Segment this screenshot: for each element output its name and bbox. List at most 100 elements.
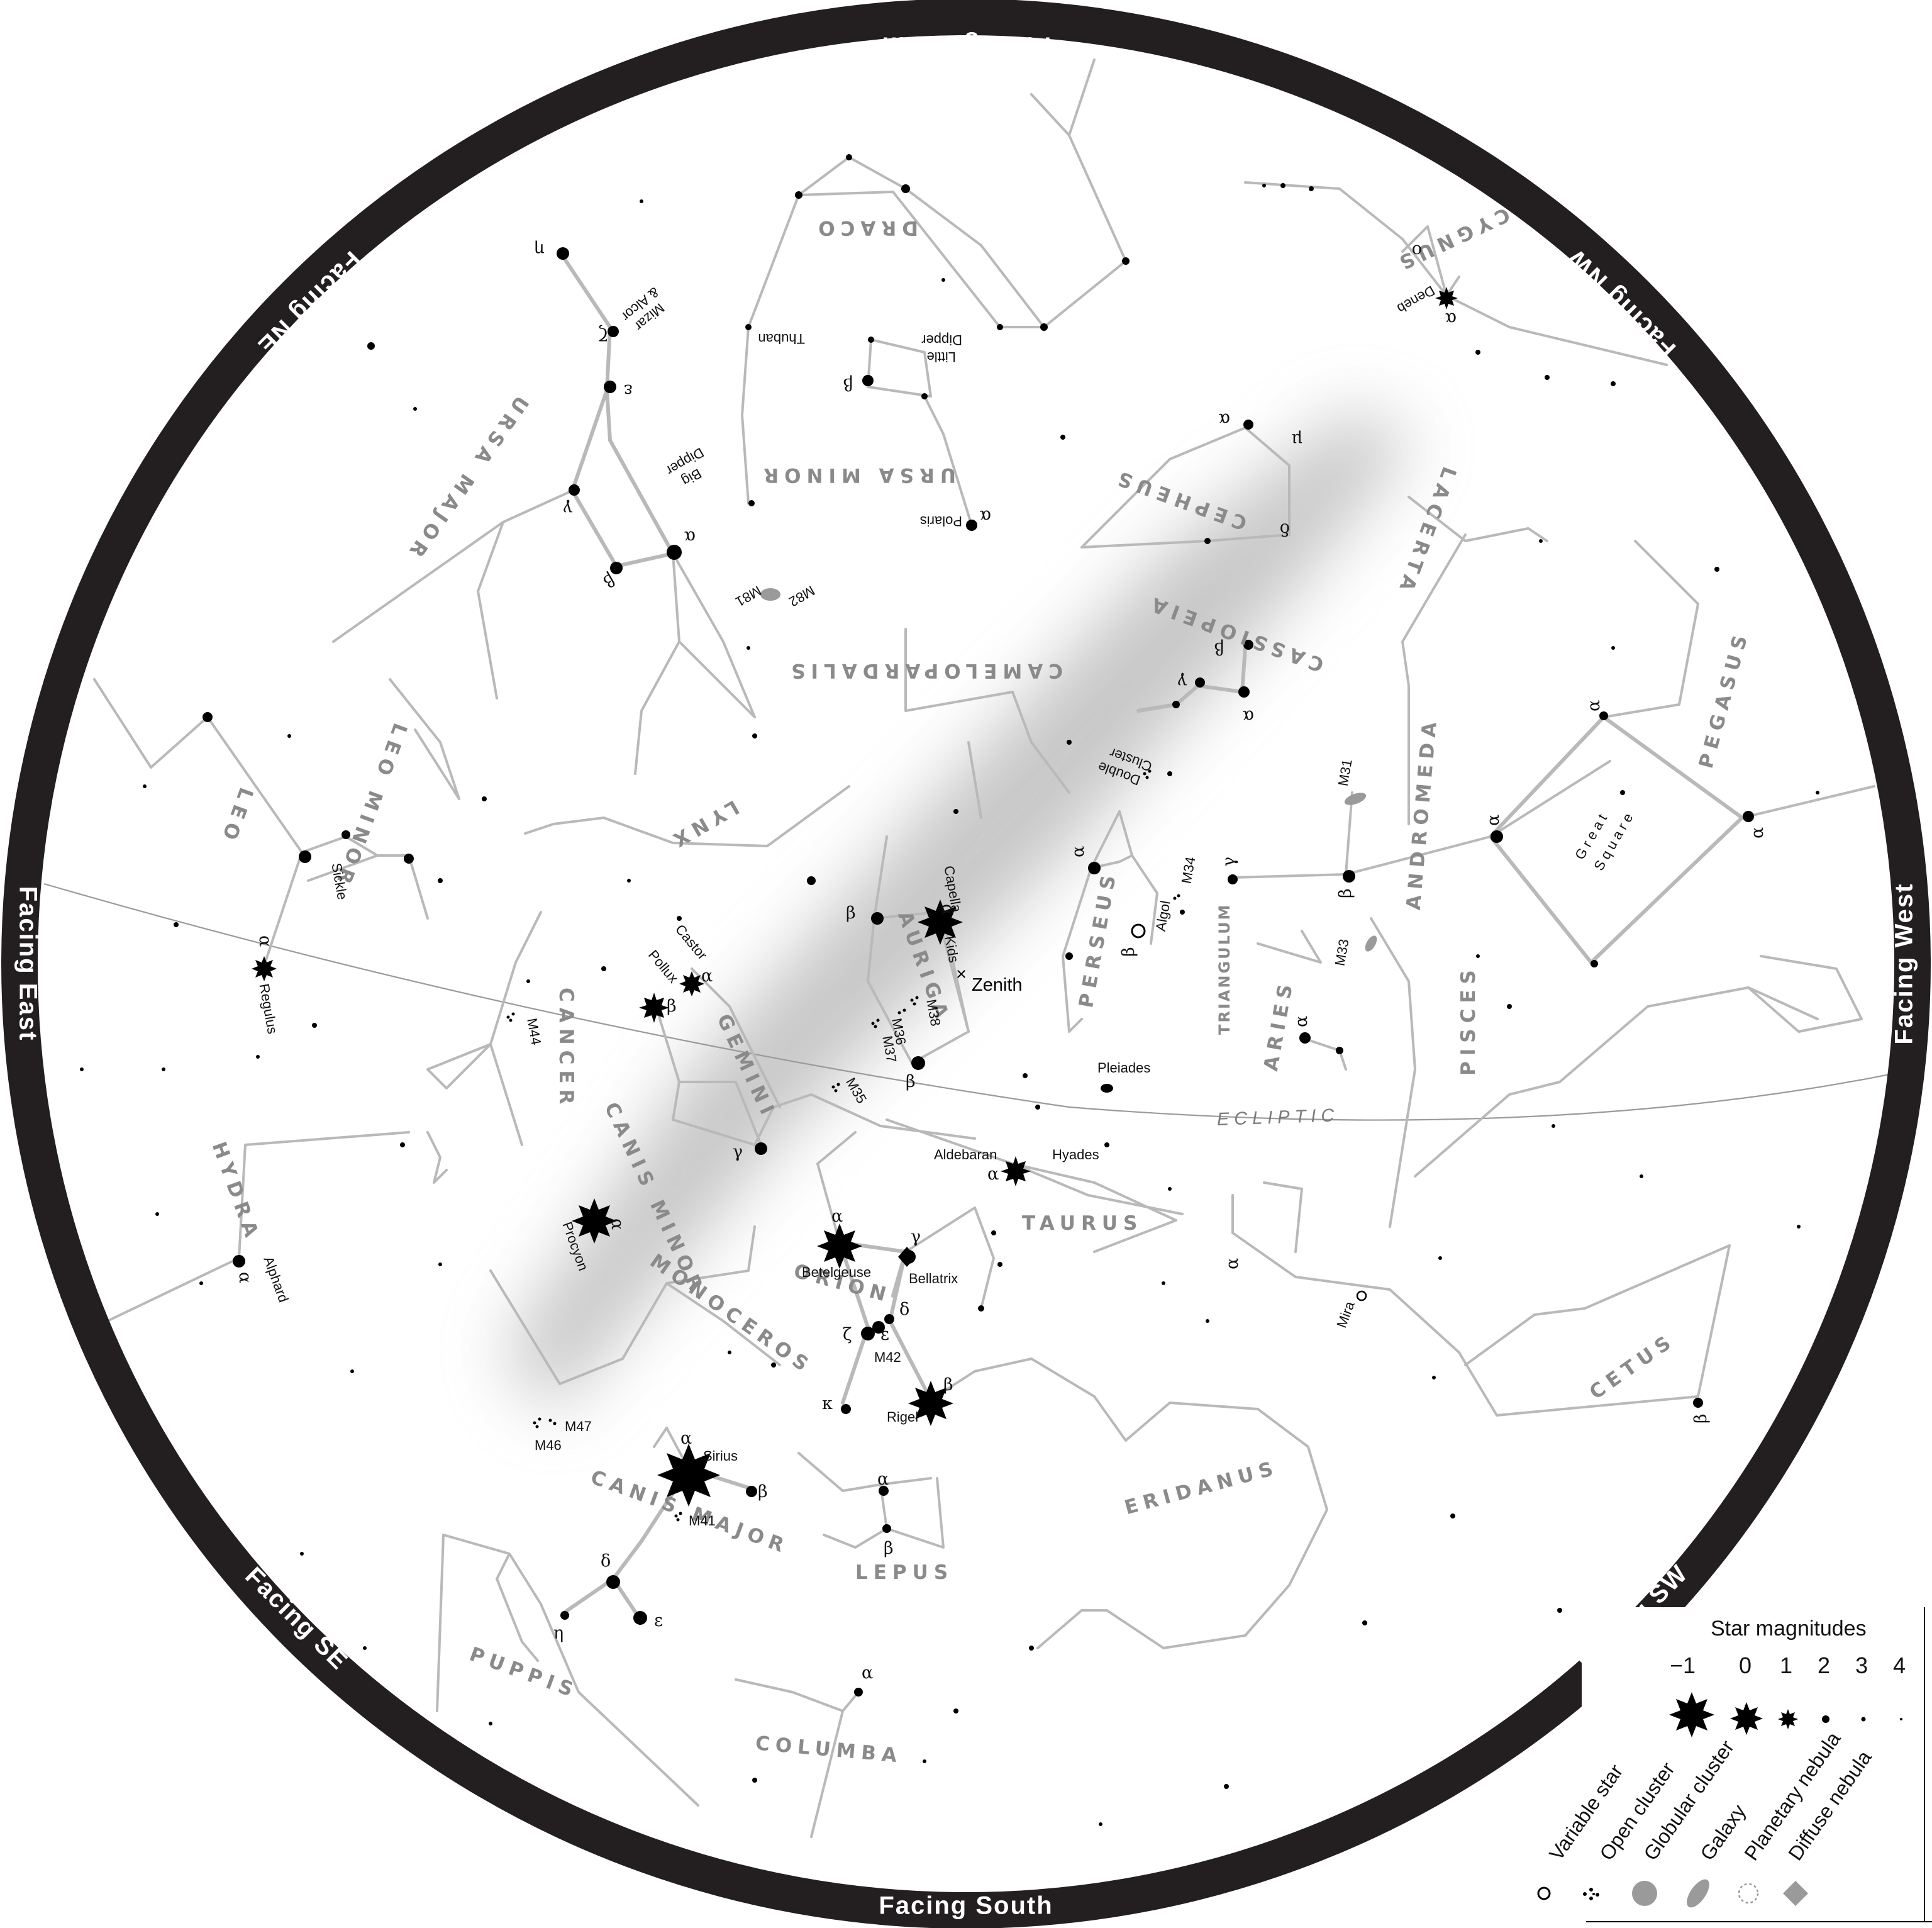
facing-south: Facing South (879, 1892, 1053, 1920)
rigel-star (908, 1381, 953, 1426)
svg-text:β: β (667, 996, 677, 1016)
greek-letters: η ζ ε γ β α β α α μ δ β γ α ο α α α α γ … (235, 240, 1767, 1683)
legend-magnitude-numbers: −1 0 1 2 3 4 (1670, 1652, 1906, 1678)
rigel-label: Rigel (887, 1409, 918, 1425)
galaxy-icon (1687, 1879, 1709, 1908)
svg-text:Dipper: Dipper (921, 332, 962, 348)
m46-label: M46 (535, 1437, 562, 1453)
zenith-label: Zenith (972, 975, 1023, 995)
m41-label: M41 (689, 1513, 716, 1529)
svg-text:α: α (1445, 309, 1457, 328)
svg-text:α: α (680, 1429, 692, 1448)
svg-text:γ: γ (563, 499, 573, 518)
mag-2-icon (1822, 1715, 1829, 1723)
mag-3-icon (1861, 1717, 1866, 1722)
svg-text:α: α (1223, 1258, 1242, 1269)
facing-west: Facing West (1890, 883, 1918, 1045)
svg-text:ζ: ζ (598, 324, 608, 343)
svg-text:η: η (553, 1624, 564, 1643)
stars (80, 154, 1819, 1876)
svg-text:ε: ε (654, 1611, 663, 1630)
mag-4-icon (1900, 1718, 1902, 1720)
ecliptic-label: ECLIPTIC (1216, 1105, 1340, 1130)
capella-star (918, 900, 963, 945)
algol-variable (1131, 923, 1146, 939)
svg-text:α: α (980, 506, 991, 526)
svg-text:−1: −1 (1670, 1652, 1696, 1678)
aldebaran-star (1001, 1156, 1031, 1186)
svg-text:α: α (987, 1164, 999, 1184)
svg-text:ε: ε (624, 381, 633, 400)
label-camelopardalis: CAMELOPARDALIS (786, 659, 1063, 682)
castor-star (679, 971, 704, 996)
svg-text:β: β (843, 374, 853, 394)
svg-text:β: β (1119, 947, 1138, 957)
legend: Star magnitudes −1 0 1 2 3 4 Variable st… (1537, 1607, 1932, 1928)
svg-text:α: α (608, 1218, 627, 1230)
label-cancer: CANCER (555, 988, 577, 1110)
svg-text:α: α (831, 1206, 843, 1226)
svg-text:β: β (1691, 1413, 1711, 1424)
variable-star-icon (1537, 1886, 1551, 1900)
regulus-star (252, 956, 277, 981)
ecliptic-line (43, 883, 1896, 1121)
svg-text:β: β (1214, 638, 1224, 658)
label-draco: DRACO (813, 216, 918, 239)
pleiades-cluster (1101, 1084, 1113, 1093)
svg-text:β: β (906, 1072, 916, 1091)
label-lepus: LEPUS (855, 1561, 953, 1584)
svg-text:α: α (1292, 1016, 1311, 1027)
svg-text:γ: γ (733, 1142, 743, 1162)
procyon-star (572, 1198, 617, 1244)
svg-text:α: α (1243, 706, 1254, 726)
legend-title: Star magnitudes (1711, 1617, 1867, 1641)
svg-text:α: α (235, 1272, 255, 1283)
mira-variable (1356, 1290, 1367, 1301)
svg-text:ε: ε (880, 1325, 889, 1344)
svg-text:α: α (1069, 846, 1088, 857)
svg-text:β: β (1336, 888, 1355, 898)
facing-east: Facing East (14, 886, 42, 1042)
globular-cluster-icon (1632, 1881, 1657, 1906)
legend-magnitude-symbols (1669, 1692, 1902, 1737)
svg-text:α: α (938, 904, 957, 915)
hyades-label: Hyades (1052, 1147, 1099, 1162)
svg-text:μ: μ (1291, 430, 1302, 449)
svg-text:ο: ο (1412, 241, 1422, 260)
label-ursa-minor: URSA MINOR (758, 464, 956, 486)
svg-text:κ: κ (822, 1394, 833, 1413)
zenith-marker: × (956, 964, 967, 984)
svg-text:β: β (758, 1482, 768, 1502)
label-pisces: PISCES (1457, 964, 1480, 1076)
facing-north: Facing North (881, 31, 1052, 59)
deneb-star (1435, 287, 1458, 309)
svg-text:4: 4 (1893, 1652, 1906, 1678)
open-cluster-icon (1583, 1888, 1599, 1900)
svg-text:γ: γ (1219, 857, 1239, 867)
svg-text:1: 1 (1780, 1652, 1792, 1678)
mag-0-icon (1730, 1702, 1763, 1735)
bright-stars (252, 287, 1458, 1507)
planetary-nebula-icon (1738, 1883, 1759, 1904)
svg-text:η: η (535, 240, 545, 259)
sirius-star (657, 1444, 720, 1507)
m31-galaxy (1344, 793, 1367, 805)
svg-text:α: α (1584, 700, 1604, 711)
diffuse-nebula-icon (1783, 1881, 1808, 1906)
svg-text:α: α (684, 527, 696, 547)
svg-text:α: α (1219, 410, 1230, 429)
legend-bg (1582, 1607, 1932, 1928)
mag-minus1-icon (1669, 1692, 1714, 1737)
svg-text:γ: γ (911, 1227, 921, 1247)
pollux-star (639, 993, 669, 1023)
svg-text:2: 2 (1818, 1652, 1830, 1678)
svg-text:δ: δ (899, 1300, 909, 1319)
svg-text:α: α (877, 1469, 889, 1489)
svg-text:α: α (862, 1663, 873, 1683)
svg-text:α: α (701, 966, 713, 986)
betelgeuse-star (817, 1223, 862, 1269)
svg-text:δ: δ (1280, 520, 1290, 539)
bellatrix-label: Bellatrix (909, 1271, 958, 1286)
svg-text:ζ: ζ (843, 1325, 852, 1344)
